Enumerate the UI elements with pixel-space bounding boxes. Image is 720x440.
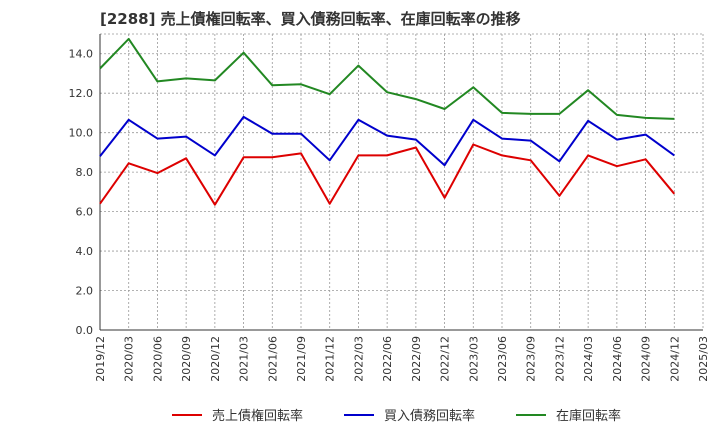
x-tick-label: 2019/12 <box>94 336 107 382</box>
x-tick-label: 2020/12 <box>209 336 222 382</box>
x-tick-label: 2021/09 <box>295 336 308 382</box>
series-line-2 <box>99 115 675 167</box>
x-tick-label: 2020/06 <box>151 336 164 382</box>
legend-label-1: 売上債権回転率 <box>212 408 303 424</box>
x-tick-label: 2020/03 <box>123 336 136 382</box>
x-tick-label: 2022/03 <box>352 336 365 382</box>
series-lines <box>99 37 676 206</box>
legend: 売上債権回転率 買入債務回転率 在庫回転率 <box>172 408 621 424</box>
x-tick-label: 2022/06 <box>381 336 394 382</box>
x-tick-label: 2024/12 <box>668 336 681 382</box>
y-tick-label: 2.0 <box>76 285 94 298</box>
axes <box>99 34 703 331</box>
y-tick-label: 10.0 <box>69 127 94 140</box>
x-tick-label: 2025/03 <box>697 336 710 382</box>
y-tick-label: 8.0 <box>76 166 94 179</box>
x-tick-label: 2021/03 <box>238 336 251 382</box>
x-tick-label: 2021/06 <box>266 336 279 382</box>
x-tick-label: 2023/09 <box>525 336 538 382</box>
y-tick-labels: 0.0 2.0 4.0 6.0 8.0 10.0 12.0 14.0 <box>69 48 94 337</box>
x-tick-label: 2021/12 <box>324 336 337 382</box>
x-tick-label: 2023/03 <box>467 336 480 382</box>
legend-label-3: 在庫回転率 <box>556 408 621 424</box>
y-tick-label: 6.0 <box>76 206 94 219</box>
y-tick-label: 0.0 <box>76 324 94 337</box>
x-tick-label: 2023/06 <box>496 336 509 382</box>
y-tick-label: 14.0 <box>69 48 94 61</box>
legend-label-2: 買入債務回転率 <box>384 408 475 424</box>
y-tick-label: 4.0 <box>76 245 94 258</box>
series-line-3 <box>99 37 675 120</box>
x-tick-label: 2024/03 <box>582 336 595 382</box>
x-tick-label: 2024/09 <box>640 336 653 382</box>
series-line-1 <box>99 143 676 206</box>
x-tick-labels: 2019/12 2020/03 2020/06 2020/09 2020/12 2021/… <box>94 336 710 382</box>
x-tick-label: 2022/12 <box>439 336 452 382</box>
chart-title: [2288] 売上債権回転率、買入債務回転率、在庫回転率の推移 <box>100 10 521 28</box>
x-tick-label: 2024/06 <box>611 336 624 382</box>
x-tick-label: 2022/09 <box>410 336 423 382</box>
x-tick-label: 2020/09 <box>180 336 193 382</box>
x-tick-label: 2023/12 <box>553 336 566 382</box>
y-tick-label: 12.0 <box>69 87 94 100</box>
